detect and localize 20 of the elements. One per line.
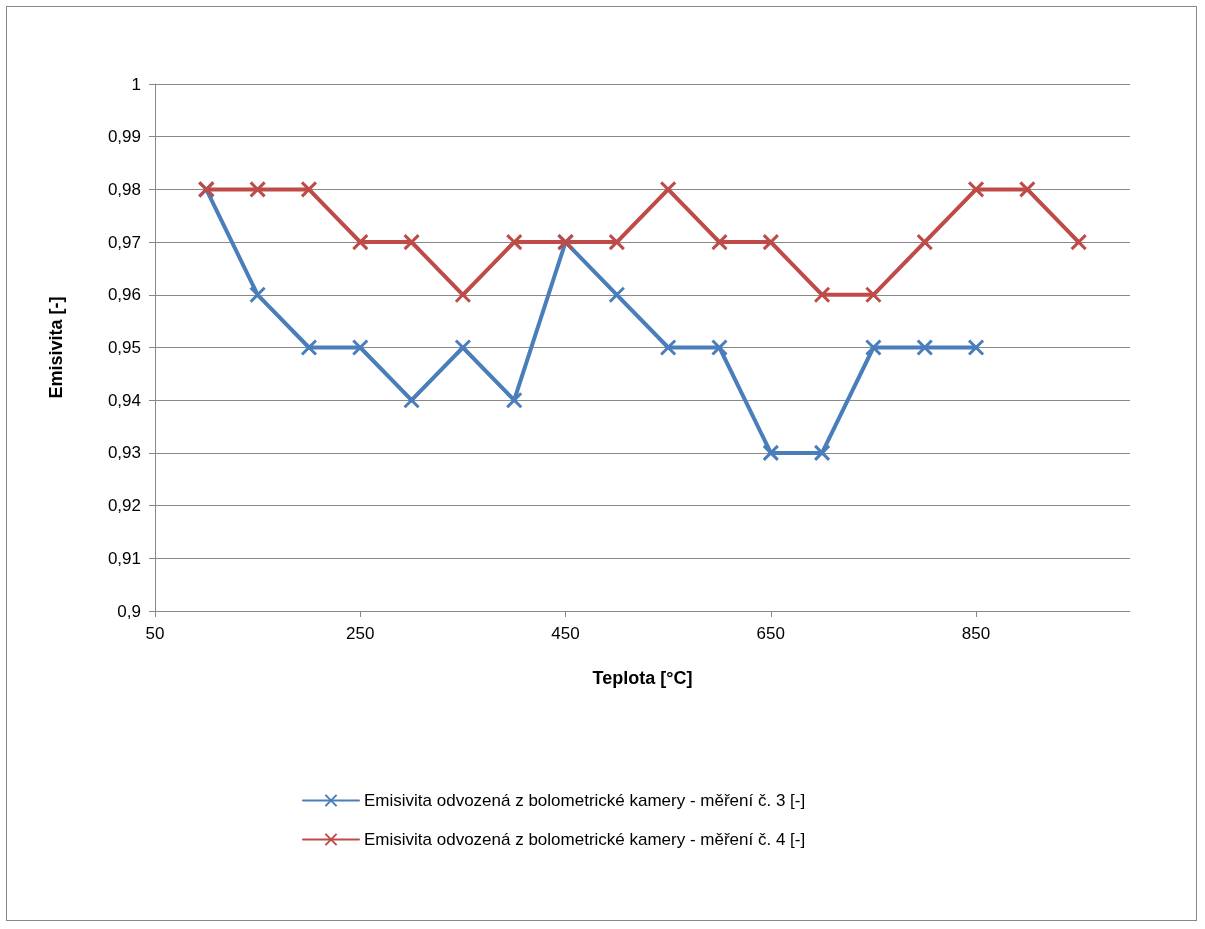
legend-label: Emisivita odvozená z bolometrické kamery - měření č. 3 [-]: [364, 791, 806, 810]
y-tick-label: 0,99: [107, 127, 141, 147]
legend-label: Emisivita odvozená z bolometrické kamery - měření č. 4 [-]: [364, 830, 806, 849]
x-tick-label: 50: [145, 624, 165, 643]
y-tick-label: 0,97: [107, 232, 141, 252]
y-tick-label: 0,9: [117, 601, 141, 621]
y-tick-label: 0,93: [107, 443, 141, 463]
x-tick-label: 650: [756, 624, 785, 643]
y-tick-label: 0,92: [107, 496, 141, 516]
x-tick-label: 250: [346, 624, 375, 643]
y-tick-label: 0,95: [107, 338, 141, 357]
x-axis-title: Teplota [°C]: [592, 668, 693, 688]
y-axis-title: Emisivita [-]: [46, 296, 66, 399]
y-tick-label: 0,91: [107, 548, 141, 568]
y-tick-label: 1: [131, 74, 141, 94]
y-tick-label: 0,94: [107, 390, 141, 410]
x-tick-label: 850: [961, 624, 991, 643]
y-tick-label: 0,96: [107, 285, 141, 305]
x-tick-label: 450: [551, 624, 580, 643]
y-tick-label: 0,98: [107, 179, 141, 199]
